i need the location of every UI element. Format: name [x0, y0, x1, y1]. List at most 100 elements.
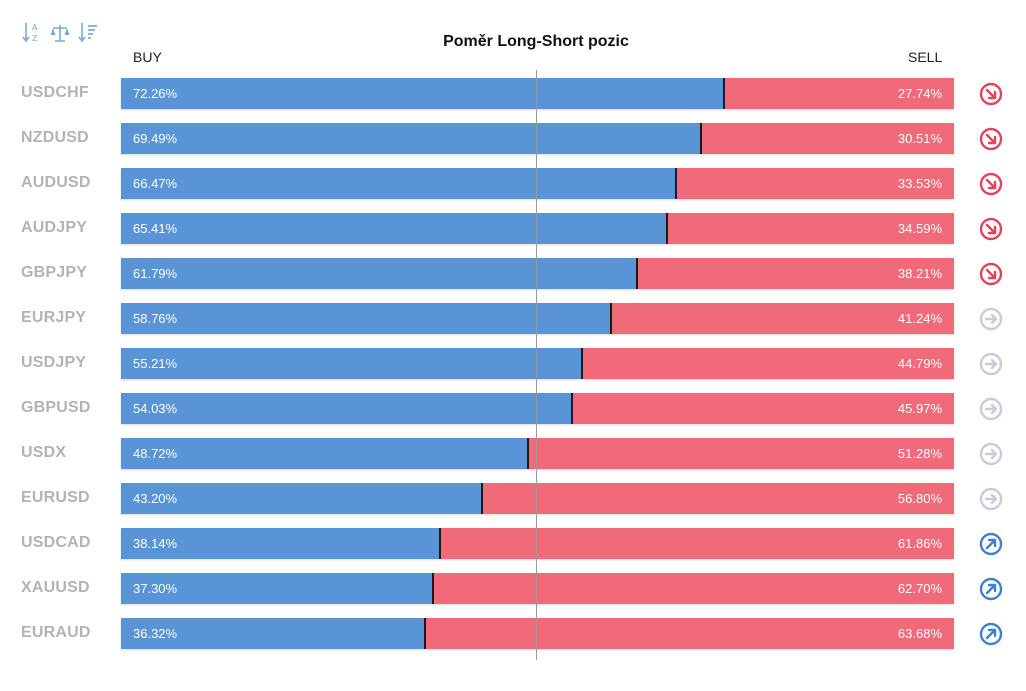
symbol-label[interactable]: USDX: [21, 444, 67, 461]
trend-down-icon[interactable]: [979, 217, 1003, 241]
sell-percent: 41.24%: [897, 311, 942, 326]
ratio-row: XAUUSD 37.30% 62.70%: [0, 573, 1026, 604]
trend-down-icon[interactable]: [979, 172, 1003, 196]
sell-percent: 45.97%: [897, 401, 942, 416]
sell-percent: 38.21%: [897, 266, 942, 281]
sell-percent: 27.74%: [897, 86, 942, 101]
buy-bar: 72.26%: [121, 78, 723, 109]
ratio-row: AUDUSD 66.47% 33.53%: [0, 168, 1026, 199]
chart-title: Poměr Long-Short pozic: [443, 33, 629, 50]
ratio-bar: 58.76% 41.24%: [121, 303, 954, 334]
ratio-divider: [580, 348, 583, 379]
buy-bar: 38.14%: [121, 528, 439, 559]
trend-up-icon[interactable]: [979, 622, 1003, 646]
trend-neutral-icon[interactable]: [979, 442, 1003, 466]
buy-percent: 43.20%: [133, 491, 178, 506]
symbol-label[interactable]: EURJPY: [21, 309, 87, 326]
trend-neutral-icon[interactable]: [979, 397, 1003, 421]
ratio-row: GBPUSD 54.03% 45.97%: [0, 393, 1026, 424]
ratio-divider: [423, 618, 426, 649]
symbol-label[interactable]: USDJPY: [21, 354, 87, 371]
buy-percent: 65.41%: [133, 221, 178, 236]
sell-bar: 56.80%: [482, 483, 954, 514]
buy-percent: 37.30%: [133, 581, 178, 596]
buy-bar: 37.30%: [121, 573, 432, 604]
sort-alpha-icon[interactable]: A Z: [22, 20, 42, 46]
trend-neutral-icon[interactable]: [979, 487, 1003, 511]
buy-percent: 69.49%: [133, 131, 178, 146]
ratio-bar: 54.03% 45.97%: [121, 393, 954, 424]
ratio-divider: [722, 78, 725, 109]
sell-bar: 61.86%: [440, 528, 954, 559]
buy-bar: 66.47%: [121, 168, 675, 199]
buy-bar: 65.41%: [121, 213, 666, 244]
trend-down-icon[interactable]: [979, 127, 1003, 151]
sell-bar: 33.53%: [676, 168, 954, 199]
symbol-label[interactable]: XAUUSD: [21, 579, 90, 596]
buy-bar: 43.20%: [121, 483, 481, 514]
ratio-divider: [665, 213, 668, 244]
ratio-row: USDCAD 38.14% 61.86%: [0, 528, 1026, 559]
midpoint-line: [536, 70, 537, 660]
svg-text:Z: Z: [32, 34, 38, 43]
buy-bar: 54.03%: [121, 393, 572, 424]
trend-up-icon[interactable]: [979, 532, 1003, 556]
trend-up-icon[interactable]: [979, 577, 1003, 601]
buy-bar: 36.32%: [121, 618, 424, 649]
ratio-bar: 65.41% 34.59%: [121, 213, 954, 244]
sell-bar: 41.24%: [612, 303, 954, 334]
sell-percent: 56.80%: [897, 491, 942, 506]
buy-percent: 72.26%: [133, 86, 178, 101]
sell-bar: 45.97%: [573, 393, 954, 424]
ratio-bar: 55.21% 44.79%: [121, 348, 954, 379]
sell-bar: 30.51%: [701, 123, 954, 154]
balance-icon[interactable]: [50, 20, 70, 46]
svg-text:A: A: [32, 23, 38, 32]
trend-neutral-icon[interactable]: [979, 352, 1003, 376]
ratio-bar: 69.49% 30.51%: [121, 123, 954, 154]
symbol-label[interactable]: AUDJPY: [21, 219, 88, 236]
buy-percent: 48.72%: [133, 446, 178, 461]
sort-value-icon[interactable]: [78, 20, 98, 46]
trend-down-icon[interactable]: [979, 82, 1003, 106]
symbol-label[interactable]: GBPUSD: [21, 399, 91, 416]
ratio-divider: [635, 258, 638, 289]
sell-percent: 61.86%: [897, 536, 942, 551]
ratio-row: NZDUSD 69.49% 30.51%: [0, 123, 1026, 154]
symbol-label[interactable]: USDCAD: [21, 534, 91, 551]
ratio-row: EURJPY 58.76% 41.24%: [0, 303, 1026, 334]
ratio-bar: 43.20% 56.80%: [121, 483, 954, 514]
ratio-row: USDX 48.72% 51.28%: [0, 438, 1026, 469]
buy-label: BUY: [133, 49, 162, 65]
ratio-row: AUDJPY 65.41% 34.59%: [0, 213, 1026, 244]
ratio-divider: [526, 438, 529, 469]
trend-down-icon[interactable]: [979, 262, 1003, 286]
buy-percent: 55.21%: [133, 356, 178, 371]
trend-neutral-icon[interactable]: [979, 307, 1003, 331]
sell-bar: 27.74%: [724, 78, 954, 109]
symbol-label[interactable]: EURAUD: [21, 624, 91, 641]
ratio-divider: [438, 528, 441, 559]
symbol-label[interactable]: USDCHF: [21, 84, 89, 101]
buy-bar: 61.79%: [121, 258, 636, 289]
ratio-row: USDCHF 72.26% 27.74%: [0, 78, 1026, 109]
buy-bar: 58.76%: [121, 303, 611, 334]
ratio-divider: [480, 483, 483, 514]
symbol-label[interactable]: EURUSD: [21, 489, 90, 506]
symbol-label[interactable]: NZDUSD: [21, 129, 89, 146]
sell-bar: 62.70%: [433, 573, 954, 604]
symbol-label[interactable]: AUDUSD: [21, 174, 91, 191]
ratio-row: EURUSD 43.20% 56.80%: [0, 483, 1026, 514]
buy-percent: 66.47%: [133, 176, 178, 191]
sell-percent: 51.28%: [897, 446, 942, 461]
sell-bar: 38.21%: [637, 258, 954, 289]
buy-bar: 55.21%: [121, 348, 581, 379]
sell-percent: 63.68%: [897, 626, 942, 641]
symbol-label[interactable]: GBPJPY: [21, 264, 88, 281]
ratio-row: GBPJPY 61.79% 38.21%: [0, 258, 1026, 289]
sell-bar: 34.59%: [667, 213, 954, 244]
sell-bar: 63.68%: [425, 618, 954, 649]
buy-bar: 48.72%: [121, 438, 527, 469]
toolbar: A Z: [22, 20, 98, 46]
ratio-bar: 38.14% 61.86%: [121, 528, 954, 559]
